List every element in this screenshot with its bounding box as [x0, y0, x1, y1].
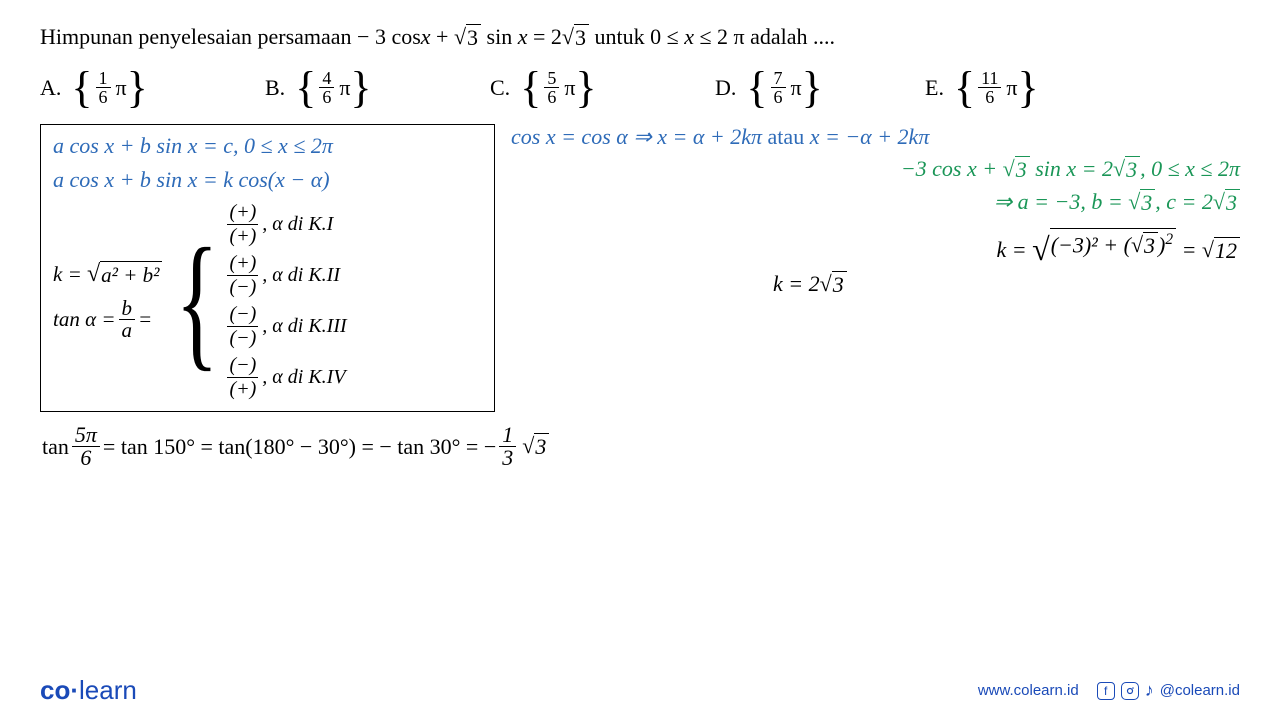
box-tan: tan α = ba =	[53, 298, 162, 341]
q-m1: +	[431, 24, 454, 49]
q-v3: x	[684, 24, 694, 49]
logo: co·learn	[40, 675, 137, 706]
sqrt-3b: √3	[562, 24, 589, 51]
right-work: cos x = cos α ⇒ x = α + 2kπ atau x = −α …	[505, 124, 1240, 304]
rw-line-3: ⇒ a = −3, b = √3, c = 2√3	[511, 189, 1240, 216]
social-icons: f ♪ @colearn.id	[1097, 680, 1240, 701]
question-text: Himpunan penyelesaian persamaan − 3 cosx…	[40, 24, 1240, 51]
case-3: (−)(−) , α di K.III	[227, 303, 346, 350]
choice-b: B. {46π}	[265, 69, 490, 106]
choice-a: A. { 16 π }	[40, 69, 265, 106]
tiktok-icon: ♪	[1145, 680, 1154, 701]
case-2: (+)(−) , α di K.II	[227, 252, 346, 299]
choice-d: D. {76π}	[715, 69, 925, 106]
q-v1: x	[421, 24, 431, 49]
brace-icon: {	[176, 234, 219, 369]
q-rp: untuk 0 ≤	[589, 24, 684, 49]
box-line-1: a cos x + b sin x = c, 0 ≤ x ≤ 2π	[53, 133, 482, 159]
social-handle: @colearn.id	[1160, 682, 1240, 699]
q-m2: sin	[481, 24, 518, 49]
rw-line-1: cos x = cos α ⇒ x = α + 2kπ atau x = −α …	[511, 124, 1240, 150]
choice-a-label: A.	[40, 75, 61, 101]
box-line-2: a cos x + b sin x = k cos(x − α)	[53, 167, 482, 193]
sqrt-3a: √3	[454, 24, 481, 51]
footer-url: www.colearn.id	[978, 682, 1079, 699]
box-kalpha: k = √a² + b² tan α = ba = { (+)(+) , α d…	[53, 201, 482, 401]
bottom-equation: tan 5π6 = tan 150° = tan(180° − 30°) = −…	[40, 424, 1240, 469]
rw-line-4: k = √(−3)² + (√3)2 = √12	[511, 228, 1240, 265]
choice-e: E. {116π}	[925, 69, 1039, 106]
q-eq: = 2	[528, 24, 562, 49]
cases-list: (+)(+) , α di K.I (+)(−) , α di K.II (−)…	[227, 201, 346, 401]
case-4: (−)(+) , α di K.IV	[227, 354, 346, 401]
facebook-icon: f	[1097, 682, 1115, 700]
box-k: k = √a² + b²	[53, 261, 162, 288]
choice-d-label: D.	[715, 75, 736, 101]
choice-c-label: C.	[490, 75, 510, 101]
rw-line-5: k = 2√3	[511, 271, 1240, 298]
q-v2: x	[518, 24, 528, 49]
instagram-icon	[1121, 682, 1139, 700]
case-1: (+)(+) , α di K.I	[227, 201, 346, 248]
footer: co·learn www.colearn.id f ♪ @colearn.id	[40, 675, 1240, 706]
work-area: a cos x + b sin x = c, 0 ≤ x ≤ 2π a cos …	[40, 124, 1240, 412]
q-prefix: Himpunan penyelesaian persamaan − 3 cos	[40, 24, 421, 49]
choices-row: A. { 16 π } B. {46π} C. {56π} D. {76π} E…	[40, 69, 1240, 106]
choice-c: C. {56π}	[490, 69, 715, 106]
q-rpo: ≤ 2 π adalah ....	[694, 24, 835, 49]
choice-a-set: { 16 π }	[71, 69, 147, 106]
choice-e-label: E.	[925, 75, 944, 101]
formula-box: a cos x + b sin x = c, 0 ≤ x ≤ 2π a cos …	[40, 124, 495, 412]
choice-b-label: B.	[265, 75, 285, 101]
rw-line-2: −3 cos x + √3 sin x = 2√3, 0 ≤ x ≤ 2π	[511, 156, 1240, 183]
